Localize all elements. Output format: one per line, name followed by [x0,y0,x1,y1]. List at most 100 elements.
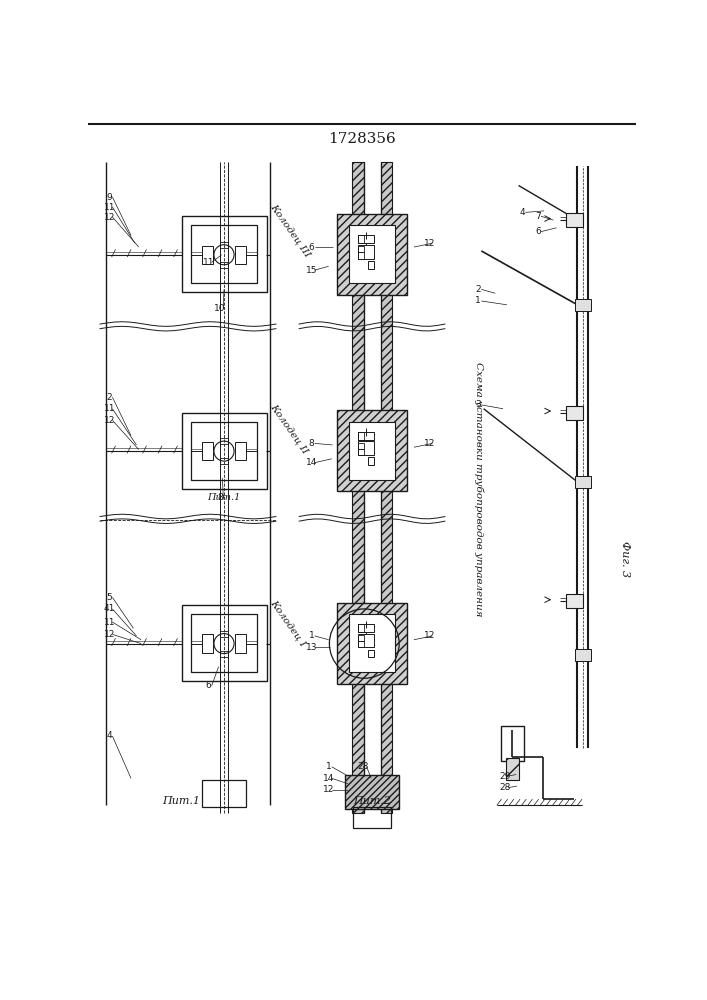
Text: 28: 28 [500,783,511,792]
Bar [368,650,374,657]
Text: 1728356: 1728356 [328,132,396,146]
Bar [192,614,257,672]
Bar [358,634,373,647]
Text: 8: 8 [217,493,223,502]
Text: 12: 12 [423,631,435,640]
Bar [349,422,395,480]
Bar [337,410,407,491]
Bar [566,406,583,420]
Bar [358,235,373,243]
Text: 1: 1 [309,631,315,640]
Bar [575,476,590,488]
Bar [368,457,374,465]
Bar [358,624,364,632]
Text: 4: 4 [520,208,525,217]
Text: 12: 12 [104,213,115,222]
Bar [202,634,213,653]
Text: 11: 11 [103,404,115,413]
Bar [352,162,363,813]
Bar [575,649,590,661]
Text: Пит.1: Пит.1 [163,796,200,806]
Bar [345,774,399,809]
Bar [182,216,267,292]
Text: 10: 10 [214,304,226,313]
Bar [358,624,373,632]
Text: Фиг. 3: Фиг. 3 [621,541,631,577]
Bar [220,438,228,444]
Bar [358,635,364,641]
Bar [192,422,257,480]
Bar [380,162,392,813]
Text: 3: 3 [475,400,481,409]
Text: 2: 2 [475,285,481,294]
Bar [202,246,213,264]
Bar [337,214,407,295]
Bar [358,443,364,449]
Bar [353,807,392,828]
Text: 12: 12 [104,630,115,639]
Text: Пит.2: Пит.2 [353,796,391,806]
Text: 11: 11 [103,203,115,212]
Text: 14: 14 [306,458,317,467]
Text: 7: 7 [535,212,541,221]
Bar [358,432,364,440]
Bar [349,225,395,283]
Text: 11: 11 [203,258,214,267]
Text: 6: 6 [206,681,211,690]
Text: 9: 9 [107,192,112,202]
Bar [235,246,246,264]
Text: 13: 13 [306,643,317,652]
Text: 12: 12 [423,239,435,248]
Bar [358,252,364,259]
Bar [358,449,364,455]
Bar [368,261,374,269]
Text: 41: 41 [104,604,115,613]
Bar [358,246,364,252]
Text: 5: 5 [107,593,112,602]
Bar [220,458,228,464]
Bar [202,780,246,807]
Bar [358,245,373,259]
Bar [358,432,373,440]
Bar [220,262,228,268]
Bar [506,758,518,780]
Bar [358,441,373,455]
Bar [235,442,246,460]
Bar [349,614,395,672]
Bar [220,242,228,248]
Text: 6: 6 [535,227,541,236]
Text: Колодец I: Колодец I [269,598,308,647]
Bar [337,603,407,684]
Bar [566,213,583,227]
Text: 28: 28 [358,762,369,771]
Text: 11: 11 [103,618,115,627]
Bar [192,225,257,283]
Text: Пит.1: Пит.1 [207,493,240,502]
Bar [182,413,267,489]
Text: 15: 15 [306,266,317,275]
Bar [501,726,524,761]
Text: 29: 29 [500,772,511,781]
Text: 12: 12 [323,785,334,794]
Text: 1: 1 [475,296,481,305]
Text: Колодец II: Колодец II [269,402,310,455]
Text: Колодец III: Колодец III [269,202,312,259]
Text: 12: 12 [104,416,115,425]
Bar [358,235,364,243]
Bar [235,634,246,653]
Text: Схема установки трубопроводов управления: Схема установки трубопроводов управления [474,362,483,617]
Bar [220,651,228,657]
Text: 4: 4 [107,732,112,740]
Bar [566,594,583,608]
Text: 12: 12 [423,439,435,448]
Text: 2: 2 [107,393,112,402]
Bar [358,641,364,647]
Text: 1: 1 [326,762,332,771]
Bar [575,299,590,311]
Text: 14: 14 [323,774,334,783]
Bar [182,605,267,681]
Bar [220,631,228,637]
Text: 6: 6 [309,243,315,252]
Bar [202,442,213,460]
Text: 8: 8 [309,439,315,448]
